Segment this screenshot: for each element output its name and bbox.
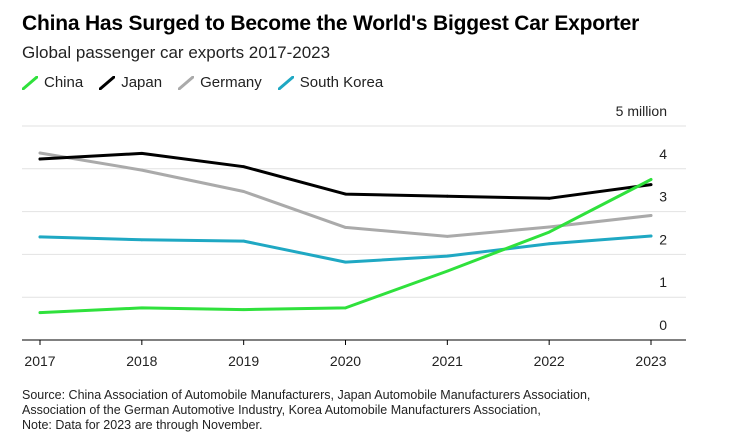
data-point-south-korea <box>344 260 347 264</box>
data-point-germany <box>242 190 246 193</box>
data-point-japan <box>344 192 347 196</box>
legend-swatch-south-korea <box>277 75 294 90</box>
legend-label-germany: Germany <box>200 74 262 91</box>
line-chart: 5 million 4 3 2 1 0 2017 2018 2019 2020 2021 2022 20… <box>22 103 686 369</box>
data-point-germany <box>445 235 449 238</box>
y-tick-label: 1 <box>659 274 667 290</box>
source-line: Association of the German Automotive Ind… <box>22 403 541 417</box>
data-point-china <box>547 230 551 234</box>
data-point-south-korea <box>242 239 246 243</box>
x-tick-label: 2019 <box>228 353 259 369</box>
x-tick-label: 2021 <box>432 353 463 369</box>
data-point-china <box>140 306 144 310</box>
data-point-china <box>38 311 42 315</box>
y-tick-label: 3 <box>659 189 667 205</box>
chart-title: China Has Surged to Become the World's B… <box>22 12 640 35</box>
data-point-south-korea <box>38 235 42 239</box>
legend-swatch-china <box>22 75 38 90</box>
legend-item-germany: Germany <box>178 74 262 91</box>
source-line: Source: China Association of Automobile … <box>22 388 591 402</box>
series-line-china <box>38 178 653 315</box>
data-point-china <box>242 308 246 312</box>
series-line-south-korea <box>38 234 653 264</box>
source-note: Source: China Association of Automobile … <box>22 388 590 433</box>
legend-swatch-japan <box>99 75 116 90</box>
series-line-japan <box>38 151 653 200</box>
legend-item-japan: Japan <box>99 74 162 91</box>
y-tick-label: 5 million <box>616 103 667 119</box>
data-point-germany <box>344 226 347 229</box>
data-point-south-korea <box>649 234 653 238</box>
legend-label-japan: Japan <box>121 74 163 91</box>
data-point-china <box>344 306 347 310</box>
data-point-china <box>445 269 449 273</box>
data-point-south-korea <box>547 242 551 246</box>
data-point-china <box>649 178 653 181</box>
data-point-south-korea <box>445 254 449 258</box>
legend: China Japan Germany South Korea <box>22 74 383 91</box>
x-tick-label: 2020 <box>330 353 361 369</box>
source-line: Note: Data for 2023 are through November… <box>22 418 263 432</box>
legend-label-south-korea: South Korea <box>299 74 384 91</box>
legend-item-south-korea: South Korea <box>277 74 384 91</box>
data-point-germany <box>649 214 653 217</box>
x-tick-label: 2018 <box>126 353 157 369</box>
legend-swatch-germany <box>178 75 195 90</box>
data-point-japan <box>140 151 144 155</box>
data-point-south-korea <box>140 238 144 242</box>
x-tick-label: 2022 <box>534 353 565 369</box>
data-point-germany <box>38 151 42 155</box>
data-point-germany <box>140 168 144 172</box>
data-point-japan <box>547 196 551 200</box>
chart-subtitle: Global passenger car exports 2017-2023 <box>22 43 331 62</box>
y-tick-label: 2 <box>659 231 667 247</box>
legend-item-china: China <box>22 74 83 91</box>
legend-label-china: China <box>44 74 84 91</box>
y-tick-label: 4 <box>659 146 667 162</box>
data-point-japan <box>38 157 42 161</box>
data-point-japan <box>445 194 449 198</box>
y-tick-label: 0 <box>659 317 667 333</box>
data-point-germany <box>547 225 551 229</box>
data-point-japan <box>649 183 653 187</box>
x-tick-label: 2023 <box>635 353 666 369</box>
data-point-japan <box>242 165 246 169</box>
x-tick-label: 2017 <box>24 353 55 369</box>
